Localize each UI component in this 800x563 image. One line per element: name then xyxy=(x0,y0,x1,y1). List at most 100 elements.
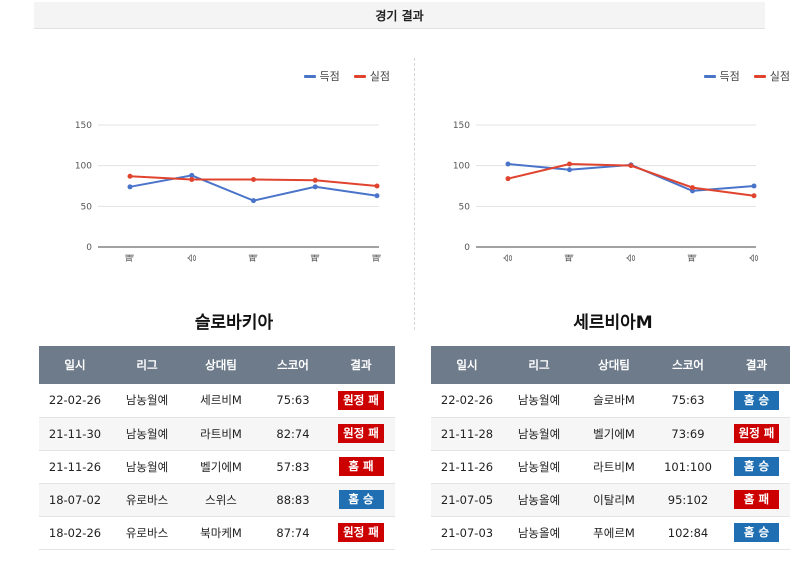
data-point-scored[interactable] xyxy=(374,193,380,199)
x-tick-label: 패 xyxy=(310,254,321,262)
y-tick-label: 0 xyxy=(464,243,470,253)
cell-date: 21-07-05 xyxy=(431,483,503,517)
cell-opponent: 세르비M xyxy=(183,384,259,418)
col-header-date: 일시 xyxy=(431,346,503,384)
legend-swatch-conceded xyxy=(353,74,366,78)
data-point-conceded[interactable] xyxy=(628,163,634,169)
legend-item-conceded[interactable]: 실점 xyxy=(353,68,390,84)
cell-opponent: 벨기에M xyxy=(183,450,259,484)
x-tick-label: 패 xyxy=(125,254,136,262)
cell-league: 남농올예 xyxy=(503,483,575,517)
legend-swatch-scored xyxy=(703,74,716,78)
cell-score: 87:74 xyxy=(259,516,327,550)
y-tick-label: 50 xyxy=(459,202,471,212)
legend-item-conceded[interactable]: 실점 xyxy=(753,68,790,84)
legend-swatch-scored xyxy=(303,74,316,78)
result-badge: 원정 패 xyxy=(338,424,384,443)
legend-item-scored[interactable]: 득점 xyxy=(303,68,340,84)
legend-label-conceded: 실점 xyxy=(769,70,790,83)
cell-date: 22-02-26 xyxy=(39,384,111,418)
legend-label-conceded: 실점 xyxy=(369,70,390,83)
x-tick-label: 승 xyxy=(626,254,637,262)
col-header-result: 결과 xyxy=(327,346,395,384)
cell-date: 22-02-26 xyxy=(431,384,503,418)
cell-result: 홈 패 xyxy=(327,450,395,484)
data-point-conceded[interactable] xyxy=(505,176,511,182)
col-header-score: 스코어 xyxy=(653,346,723,384)
table-row: 21-07-03 남농올예 푸에르M 102:84 홈 승 xyxy=(431,516,790,550)
col-header-league: 리그 xyxy=(503,346,575,384)
result-badge: 홈 승 xyxy=(338,490,384,509)
result-badge: 홈 승 xyxy=(734,457,779,476)
cell-date: 21-11-26 xyxy=(431,450,503,484)
cell-league: 남농월예 xyxy=(503,417,575,451)
col-header-date: 일시 xyxy=(39,346,111,384)
cell-score: 95:102 xyxy=(653,483,723,517)
cell-score: 82:74 xyxy=(259,417,327,451)
table-row: 21-11-26 남농월예 벨기에M 57:83 홈 패 xyxy=(39,450,395,484)
data-point-scored[interactable] xyxy=(567,167,572,173)
team-panel-right: 득점 실점 0 50 100 150 승 패 승 패 승 세르비아M 일시 리그 상대팀 스코어… xyxy=(428,0,798,563)
cell-opponent: 푸에르M xyxy=(575,516,653,550)
legend-item-scored[interactable]: 득점 xyxy=(703,68,740,84)
cell-league: 남농올예 xyxy=(503,516,575,550)
table-row: 21-11-30 남농월예 라트비M 82:74 원정 패 xyxy=(39,417,395,451)
table-row: 22-02-26 남농월예 슬로바M 75:63 홈 승 xyxy=(431,384,790,418)
chart-legend: 득점 실점 xyxy=(303,68,390,84)
legend-swatch-conceded xyxy=(753,74,766,78)
cell-result: 홈 패 xyxy=(723,483,790,517)
cell-opponent: 슬로바M xyxy=(575,384,653,418)
table-header-row: 일시 리그 상대팀 스코어 결과 xyxy=(431,346,790,384)
data-point-conceded[interactable] xyxy=(690,185,695,191)
data-point-conceded[interactable] xyxy=(127,173,133,179)
data-point-scored[interactable] xyxy=(189,172,195,178)
result-badge: 원정 패 xyxy=(338,523,384,542)
cell-opponent: 라트비M xyxy=(575,450,653,484)
cell-league: 남농월예 xyxy=(503,450,575,484)
cell-opponent: 이탈리M xyxy=(575,483,653,517)
legend-label-scored: 득점 xyxy=(319,70,340,83)
cell-league: 남농월예 xyxy=(111,450,183,484)
data-point-conceded[interactable] xyxy=(374,183,380,189)
cell-result: 홈 승 xyxy=(723,450,790,484)
x-tick-label: 패 xyxy=(688,254,699,262)
table-row: 18-02-26 유로바스 북마케M 87:74 원정 패 xyxy=(39,516,395,550)
table-row: 22-02-26 남농월예 세르비M 75:63 원정 패 xyxy=(39,384,395,418)
y-tick-label: 100 xyxy=(453,162,470,172)
col-header-opponent: 상대팀 xyxy=(183,346,259,384)
data-point-scored[interactable] xyxy=(751,183,757,189)
data-point-scored[interactable] xyxy=(127,184,133,190)
result-badge: 홈 패 xyxy=(338,457,384,476)
cell-opponent: 북마케M xyxy=(183,516,259,550)
x-tick-label: 승 xyxy=(187,254,198,262)
result-badge: 원정 패 xyxy=(338,390,384,410)
y-tick-label: 0 xyxy=(86,243,92,253)
table-row: 21-11-28 남농월예 벨기에M 73:69 원정 패 xyxy=(431,417,790,451)
team-panel-left: 득점 실점 0 50 100 150 패 승 패 패 패 슬로바키아 일시 리그 상대팀 스코어… xyxy=(34,0,404,563)
data-point-scored[interactable] xyxy=(312,184,318,190)
cell-date: 21-11-30 xyxy=(39,417,111,451)
data-point-conceded[interactable] xyxy=(189,176,195,182)
table-row: 21-11-26 남농월예 라트비M 101:100 홈 승 xyxy=(431,450,790,484)
col-header-result: 결과 xyxy=(723,346,790,384)
data-point-scored[interactable] xyxy=(251,198,256,204)
data-point-conceded[interactable] xyxy=(751,193,757,199)
cell-league: 유로바스 xyxy=(111,516,183,550)
team-name: 세르비아M xyxy=(573,313,653,333)
data-point-conceded[interactable] xyxy=(567,161,572,167)
y-tick-label: 150 xyxy=(453,121,470,131)
cell-league: 남농월예 xyxy=(111,384,183,418)
cell-date: 21-11-28 xyxy=(431,417,503,451)
cell-score: 101:100 xyxy=(653,450,723,484)
y-tick-label: 50 xyxy=(81,202,93,212)
data-point-scored[interactable] xyxy=(505,161,511,167)
data-point-conceded[interactable] xyxy=(312,177,318,183)
cell-score: 57:83 xyxy=(259,450,327,484)
cell-result: 원정 패 xyxy=(327,384,395,418)
cell-result: 홈 승 xyxy=(327,483,395,517)
x-tick-label: 승 xyxy=(503,254,514,262)
page-title-bar: 경기 결과 xyxy=(34,2,765,29)
cell-opponent: 벨기에M xyxy=(575,417,653,451)
data-point-conceded[interactable] xyxy=(251,176,256,182)
cell-league: 남농월예 xyxy=(503,384,575,418)
